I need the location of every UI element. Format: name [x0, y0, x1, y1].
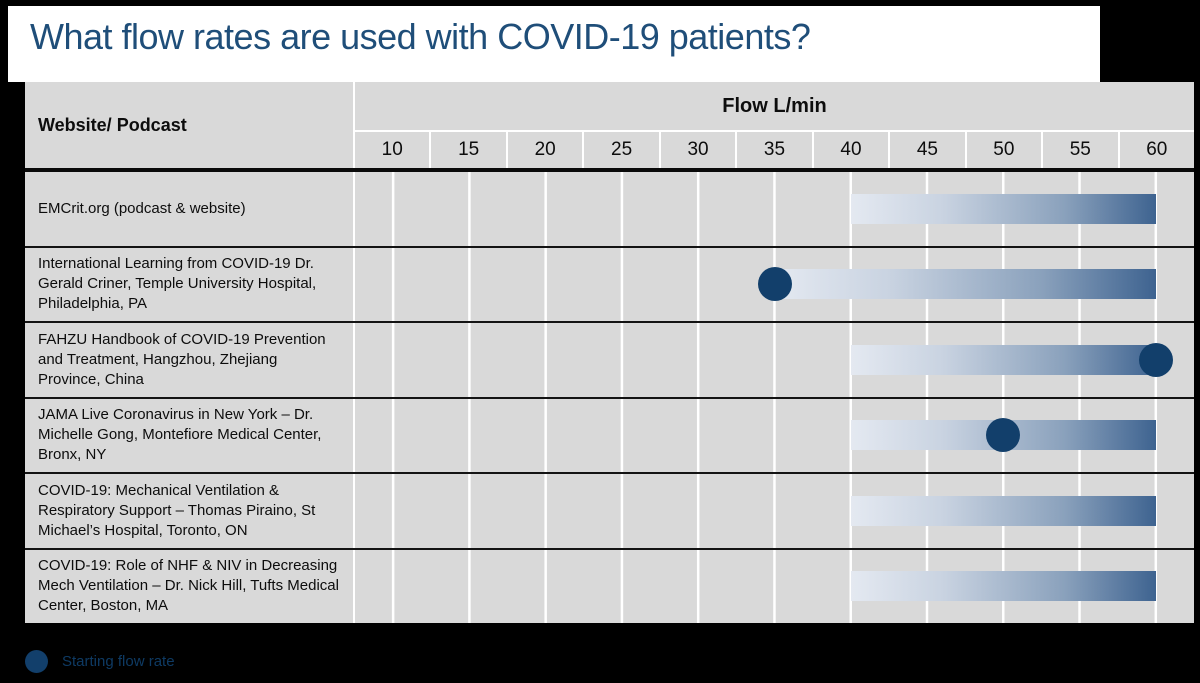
tick-row: 10 15 20 25 30 35 40 45 50 55 60 — [355, 132, 1194, 168]
tick-label: 50 — [964, 132, 1041, 168]
tick-label: 30 — [658, 132, 735, 168]
row-chart-area — [355, 172, 1194, 246]
row-label: International Learning from COVID-19 Dr.… — [25, 247, 355, 321]
title-box: What flow rates are used with COVID-19 p… — [8, 6, 1100, 82]
table-header: Website/ Podcast Flow L/min 10 15 20 25 30 35… — [25, 82, 1194, 168]
row-chart-area — [355, 474, 1194, 548]
row-chart-area — [355, 398, 1194, 472]
tick-label: 45 — [888, 132, 964, 168]
corner-header: Website/ Podcast — [25, 82, 355, 168]
flow-range-bar — [774, 269, 1156, 300]
flow-axis-header: Flow L/min 10 15 20 25 30 35 40 45 50 55 60 — [355, 82, 1194, 168]
header-separator — [25, 168, 1194, 172]
flow-range-bar — [850, 344, 1156, 375]
flow-dot — [757, 267, 792, 302]
tick-label: 35 — [735, 132, 811, 168]
table-row: JAMA Live Coronavirus in New York – Dr. … — [25, 398, 1194, 474]
flow-range-bar — [850, 495, 1156, 526]
row-label: JAMA Live Coronavirus in New York – Dr. … — [25, 398, 355, 472]
row-label: COVID-19: Mechanical Ventilation & Respi… — [25, 474, 355, 548]
row-chart-area — [355, 549, 1194, 623]
row-chart-area — [355, 323, 1194, 397]
table-row: COVID-19: Role of NHF & NIV in Decreasin… — [25, 549, 1194, 623]
legend-label: Starting flow rate — [62, 653, 175, 670]
table-row: COVID-19: Mechanical Ventilation & Respi… — [25, 474, 1194, 550]
row-label: COVID-19: Role of NHF & NIV in Decreasin… — [25, 549, 355, 623]
flow-range-bar — [850, 193, 1156, 224]
flow-axis-title: Flow L/min — [355, 82, 1194, 132]
tick-label: 10 — [381, 139, 403, 160]
legend: Starting flow rate — [25, 650, 175, 673]
tick-label: 25 — [582, 132, 658, 168]
tick-label: 20 — [505, 132, 582, 168]
tick-label: 15 — [429, 132, 505, 168]
row-label: EMCrit.org (podcast & website) — [25, 172, 355, 246]
table-row: FAHZU Handbook of COVID-19 Prevention an… — [25, 323, 1194, 399]
table-rows: EMCrit.org (podcast & website) Internati… — [25, 172, 1194, 623]
row-label: FAHZU Handbook of COVID-19 Prevention an… — [25, 323, 355, 397]
tick-label: 60 — [1117, 132, 1194, 168]
flow-range-bar — [850, 571, 1156, 602]
table-row: International Learning from COVID-19 Dr.… — [25, 247, 1194, 323]
flow-dot — [986, 418, 1021, 453]
table-row: EMCrit.org (podcast & website) — [25, 172, 1194, 248]
flow-dot — [1138, 342, 1173, 377]
tick-label: 55 — [1041, 132, 1117, 168]
page-title: What flow rates are used with COVID-19 p… — [30, 16, 811, 57]
tick-label: 40 — [811, 132, 888, 168]
legend-dot-icon — [25, 650, 48, 673]
flow-rate-table: Website/ Podcast Flow L/min 10 15 20 25 30 35… — [25, 82, 1194, 623]
row-chart-area — [355, 247, 1194, 321]
